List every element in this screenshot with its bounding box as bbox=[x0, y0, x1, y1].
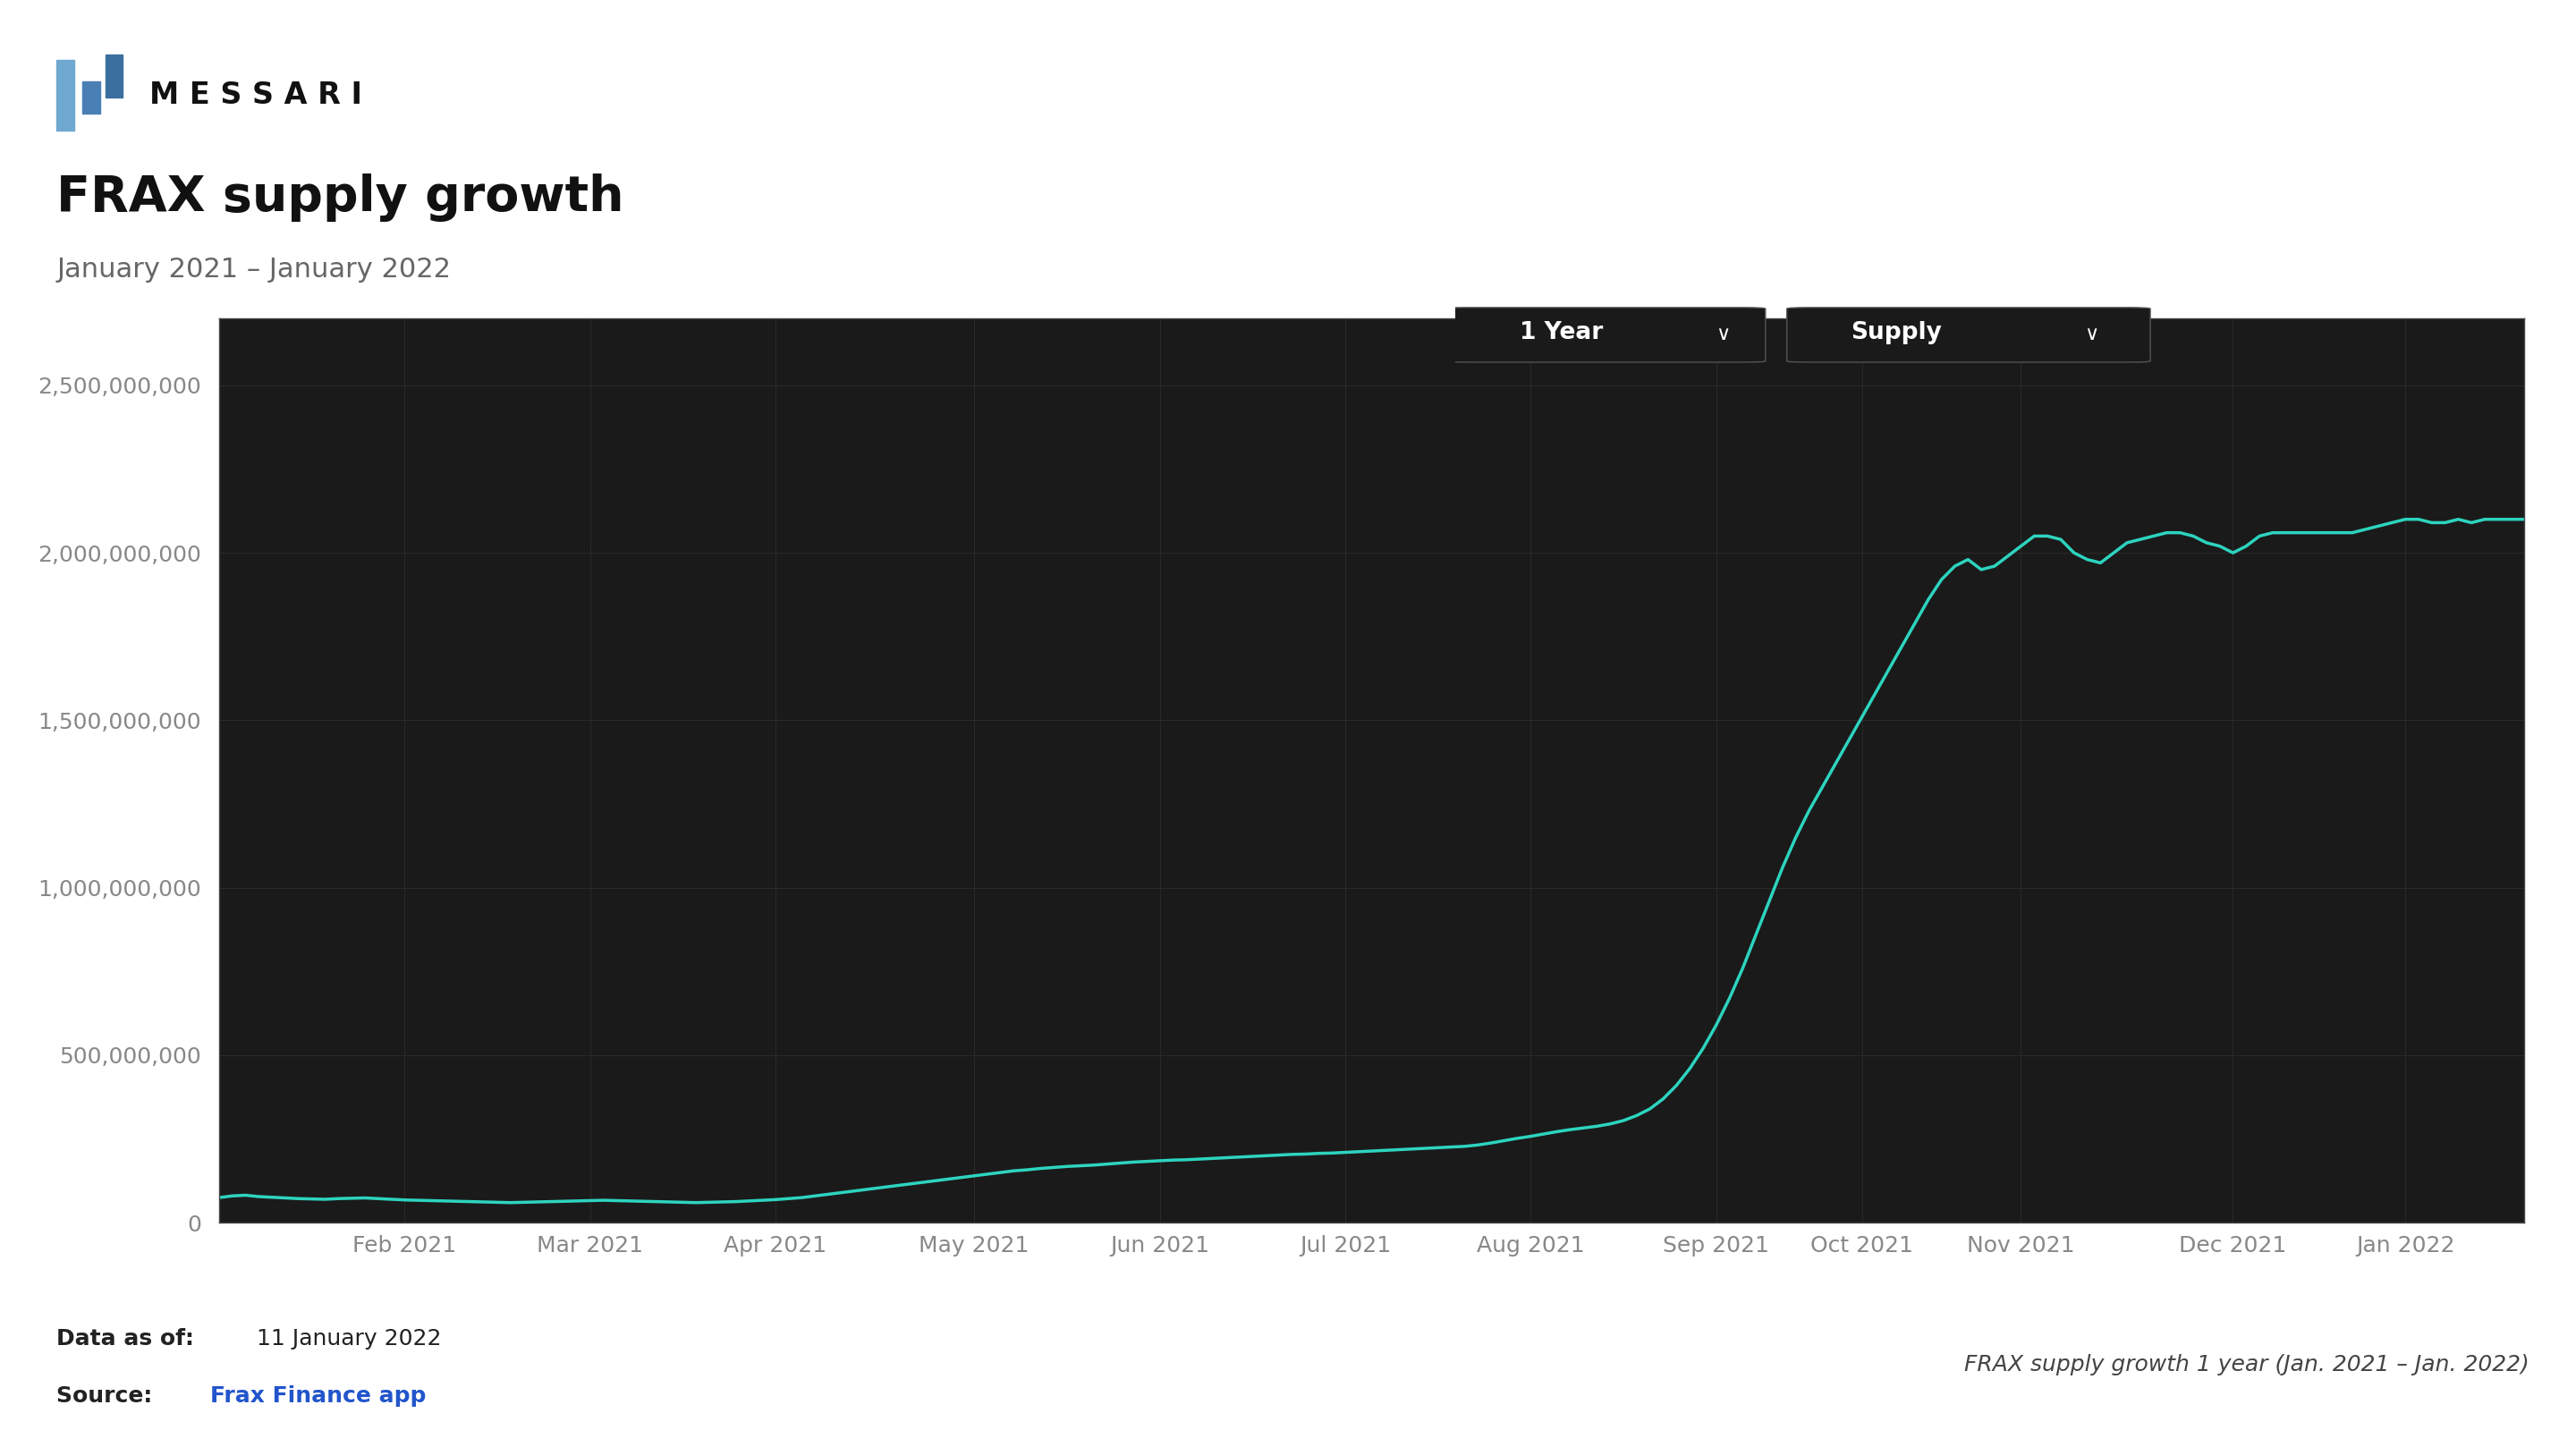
Text: 11 January 2022: 11 January 2022 bbox=[242, 1328, 440, 1350]
FancyBboxPatch shape bbox=[1788, 308, 2151, 362]
Text: Source:: Source: bbox=[57, 1385, 160, 1406]
Text: Data as of:: Data as of: bbox=[57, 1328, 193, 1350]
Text: M E S S A R I: M E S S A R I bbox=[149, 81, 363, 110]
Bar bbox=[82, 81, 100, 114]
Bar bbox=[57, 59, 75, 130]
Text: FRAX supply growth 1 year (Jan. 2021 – Jan. 2022): FRAX supply growth 1 year (Jan. 2021 – J… bbox=[1965, 1354, 2530, 1376]
Text: ∨: ∨ bbox=[2084, 326, 2099, 343]
Text: FRAX supply growth: FRAX supply growth bbox=[57, 174, 623, 221]
Text: 1 Year: 1 Year bbox=[1520, 321, 1602, 344]
FancyBboxPatch shape bbox=[1445, 308, 1765, 362]
Text: January 2021 – January 2022: January 2021 – January 2022 bbox=[57, 256, 451, 282]
Text: Frax Finance app: Frax Finance app bbox=[211, 1385, 425, 1406]
Text: Supply: Supply bbox=[1852, 321, 1942, 344]
Bar bbox=[106, 55, 124, 98]
Text: ∨: ∨ bbox=[1716, 326, 1731, 343]
